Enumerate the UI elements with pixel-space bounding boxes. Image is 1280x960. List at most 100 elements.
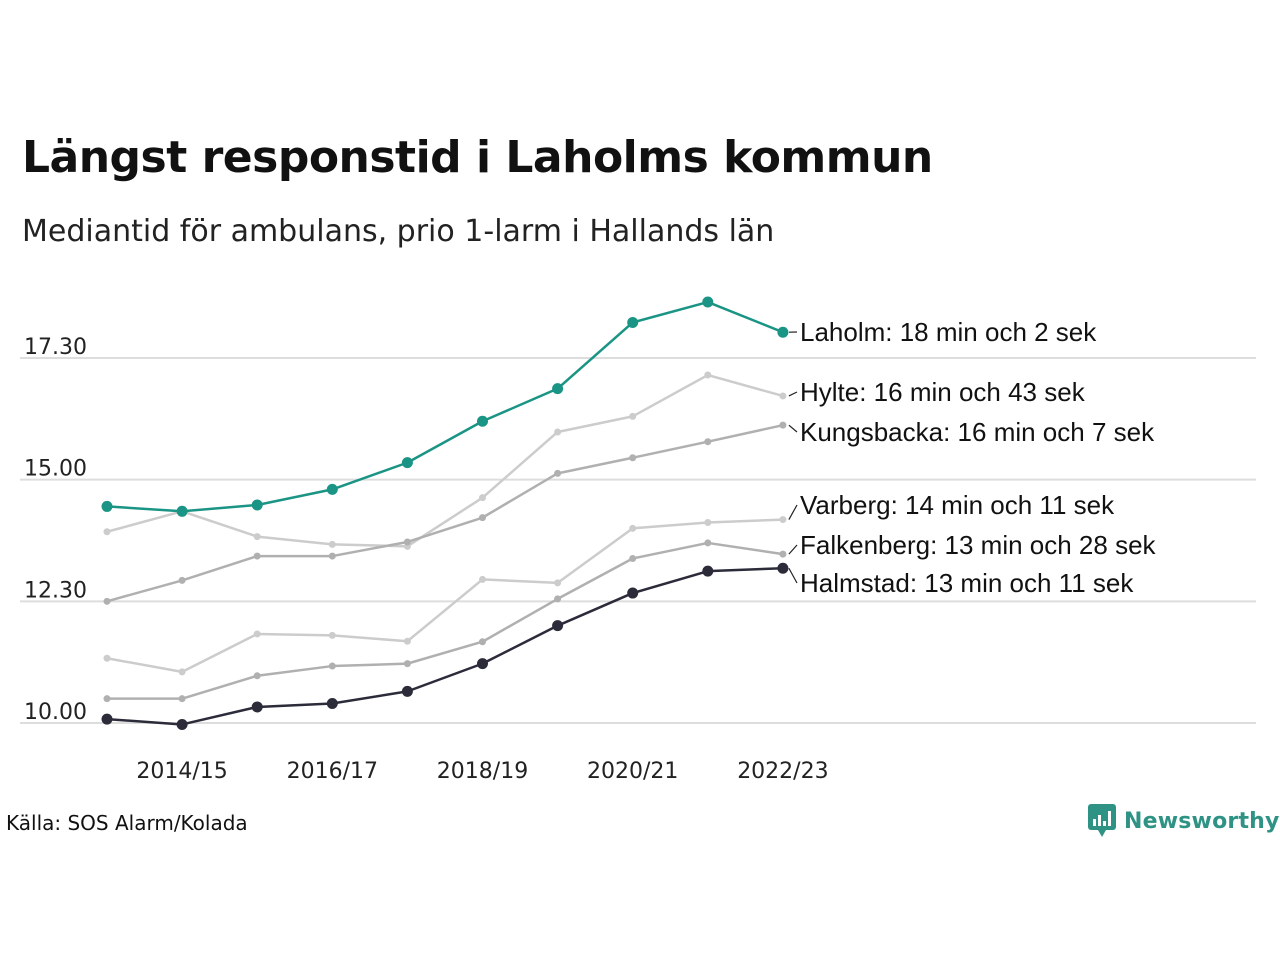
label-leader-varberg xyxy=(788,504,798,520)
data-point-hylte xyxy=(103,528,111,536)
data-point-halmstad xyxy=(702,565,714,577)
data-point-halmstad xyxy=(627,587,639,599)
x-tick-label: 2018/19 xyxy=(437,759,528,784)
x-tick-label: 2022/23 xyxy=(737,759,828,784)
data-point-halmstad xyxy=(326,698,338,710)
data-point-halmstad xyxy=(477,658,488,670)
series-label-varberg: Varberg: 14 min och 11 sek xyxy=(800,490,1115,520)
data-point-varberg xyxy=(328,631,336,639)
label-leader-hylte xyxy=(788,391,798,397)
data-point-falkenberg xyxy=(779,550,787,558)
data-point-laholm xyxy=(176,505,188,517)
x-tick-label: 2016/17 xyxy=(287,759,378,784)
data-point-varberg xyxy=(629,524,637,532)
series-line-varberg xyxy=(106,518,783,674)
series-line-laholm xyxy=(106,300,784,513)
data-point-hylte xyxy=(554,428,562,436)
data-point-falkenberg xyxy=(328,662,336,670)
data-point-kungsbacka xyxy=(479,514,486,522)
data-point-falkenberg xyxy=(629,555,637,563)
data-point-kungsbacka xyxy=(103,597,111,605)
series-kungsbacka xyxy=(103,421,787,605)
y-tick-label: 10.00 xyxy=(24,700,87,725)
data-point-falkenberg xyxy=(103,695,111,703)
x-tick-label: 2020/21 xyxy=(587,759,678,784)
data-point-kungsbacka xyxy=(704,438,712,446)
chart-subtitle: Mediantid för ambulans, prio 1-larm i Ha… xyxy=(22,214,775,249)
series-line-falkenberg xyxy=(107,541,784,700)
series-label-hylte: Hylte: 16 min och 43 sek xyxy=(800,377,1086,407)
data-point-laholm xyxy=(477,415,488,427)
newsworthy-logo-icon xyxy=(1088,804,1116,837)
newsworthy-brand: Newsworthy xyxy=(1088,804,1280,838)
data-point-halmstad xyxy=(401,685,413,697)
data-point-varberg xyxy=(103,654,111,662)
label-leader-kungsbacka xyxy=(788,424,798,433)
data-point-hylte xyxy=(779,392,787,400)
series-halmstad xyxy=(101,562,789,730)
data-point-laholm xyxy=(552,383,564,395)
data-point-laholm xyxy=(101,500,113,512)
grid-lines xyxy=(20,357,1256,724)
data-point-kungsbacka xyxy=(779,421,787,429)
data-point-hylte xyxy=(253,533,261,541)
data-point-falkenberg xyxy=(253,672,261,680)
data-point-varberg xyxy=(403,637,411,645)
data-point-laholm xyxy=(702,296,714,308)
label-leader-halmstad xyxy=(788,567,798,584)
source-note: Källa: SOS Alarm/Kolada xyxy=(6,811,248,835)
y-tick-label: 15.00 xyxy=(24,457,87,482)
y-tick-label: 12.30 xyxy=(24,578,87,603)
data-point-falkenberg xyxy=(178,695,186,703)
data-point-laholm xyxy=(251,499,263,511)
data-point-halmstad xyxy=(777,562,789,574)
series-line-halmstad xyxy=(106,566,783,726)
series-label-halmstad: Halmstad: 13 min och 11 sek xyxy=(800,568,1134,598)
data-point-falkenberg xyxy=(403,660,411,668)
x-tick-label: 2014/15 xyxy=(136,759,227,784)
data-point-varberg xyxy=(704,518,712,526)
data-point-varberg xyxy=(479,575,486,583)
data-point-kungsbacka xyxy=(554,469,562,477)
data-point-laholm xyxy=(777,326,789,338)
data-point-hylte xyxy=(479,494,486,502)
data-point-kungsbacka xyxy=(178,576,186,584)
data-point-varberg xyxy=(554,579,562,587)
data-point-kungsbacka xyxy=(403,538,411,546)
axis-tick-labels: 10.00 12.30 15.00 17.30 2014/15 2016/17 2018/1… xyxy=(24,335,829,784)
series-lines xyxy=(101,296,789,730)
data-point-kungsbacka xyxy=(629,454,637,462)
chart-title: Längst responstid i Laholms kommun xyxy=(22,132,933,183)
data-point-halmstad xyxy=(552,620,564,632)
label-leader-falkenberg xyxy=(788,544,798,555)
data-point-halmstad xyxy=(101,713,113,725)
series-label-laholm: Laholm: 18 min och 2 sek xyxy=(800,317,1097,347)
series-falkenberg xyxy=(103,539,787,703)
data-point-varberg xyxy=(178,668,186,676)
data-point-halmstad xyxy=(251,701,263,713)
data-point-kungsbacka xyxy=(253,552,261,560)
data-point-falkenberg xyxy=(479,638,486,646)
data-point-laholm xyxy=(627,316,639,328)
series-varberg xyxy=(103,516,787,676)
data-point-kungsbacka xyxy=(328,552,336,560)
data-point-hylte xyxy=(704,371,712,379)
data-point-falkenberg xyxy=(704,539,712,547)
data-point-laholm xyxy=(401,457,413,469)
data-point-falkenberg xyxy=(554,595,562,603)
series-labels: Varberg: 14 min och 11 sek Hylte: 16 min … xyxy=(788,317,1157,598)
data-point-varberg xyxy=(779,516,787,524)
data-point-laholm xyxy=(326,483,338,495)
series-label-falkenberg: Falkenberg: 13 min och 28 sek xyxy=(800,530,1157,560)
series-label-kungsbacka: Kungsbacka: 16 min och 7 sek xyxy=(800,417,1155,447)
series-line-kungsbacka xyxy=(106,423,784,603)
data-point-varberg xyxy=(253,630,261,638)
data-point-halmstad xyxy=(176,718,188,730)
data-point-hylte xyxy=(629,412,637,420)
data-point-hylte xyxy=(328,540,336,548)
series-line-hylte xyxy=(106,373,784,548)
series-laholm xyxy=(101,296,789,517)
y-tick-label: 17.30 xyxy=(24,335,87,360)
brand-name: Newsworthy xyxy=(1124,808,1280,834)
